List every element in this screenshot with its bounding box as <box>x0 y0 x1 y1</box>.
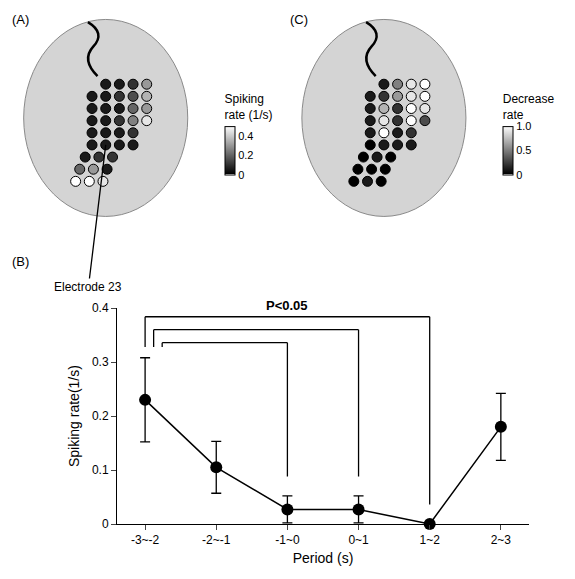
svg-text:-2~-1: -2~-1 <box>202 533 231 547</box>
svg-text:Electrode 23: Electrode 23 <box>54 280 122 294</box>
svg-text:(C): (C) <box>290 12 308 27</box>
svg-text:-1~0: -1~0 <box>275 533 300 547</box>
svg-text:0: 0 <box>102 517 109 531</box>
svg-text:Decreaserate: Decreaserate <box>503 92 555 122</box>
svg-text:Spikingrate (1/s): Spikingrate (1/s) <box>225 92 273 122</box>
svg-text:0.5: 0.5 <box>516 144 531 156</box>
svg-text:-3~-2: -3~-2 <box>131 533 160 547</box>
svg-text:0: 0 <box>516 169 522 181</box>
svg-text:(A): (A) <box>12 12 29 27</box>
svg-text:P<0.05: P<0.05 <box>266 298 308 313</box>
svg-text:1~2: 1~2 <box>420 533 441 547</box>
svg-text:0~1: 0~1 <box>348 533 369 547</box>
svg-text:1.0: 1.0 <box>516 120 531 132</box>
svg-text:0.3: 0.3 <box>92 355 109 369</box>
svg-text:0.2: 0.2 <box>238 149 253 161</box>
svg-text:0.4: 0.4 <box>238 130 253 142</box>
svg-text:0.1: 0.1 <box>92 463 109 477</box>
svg-text:Spiking rate(1/s): Spiking rate(1/s) <box>67 365 83 467</box>
svg-text:Period (s): Period (s) <box>293 550 354 566</box>
svg-text:0: 0 <box>238 169 244 181</box>
svg-text:0.4: 0.4 <box>92 301 109 315</box>
svg-text:(B): (B) <box>12 254 29 269</box>
svg-text:0.2: 0.2 <box>92 409 109 423</box>
svg-text:2~3: 2~3 <box>491 533 512 547</box>
